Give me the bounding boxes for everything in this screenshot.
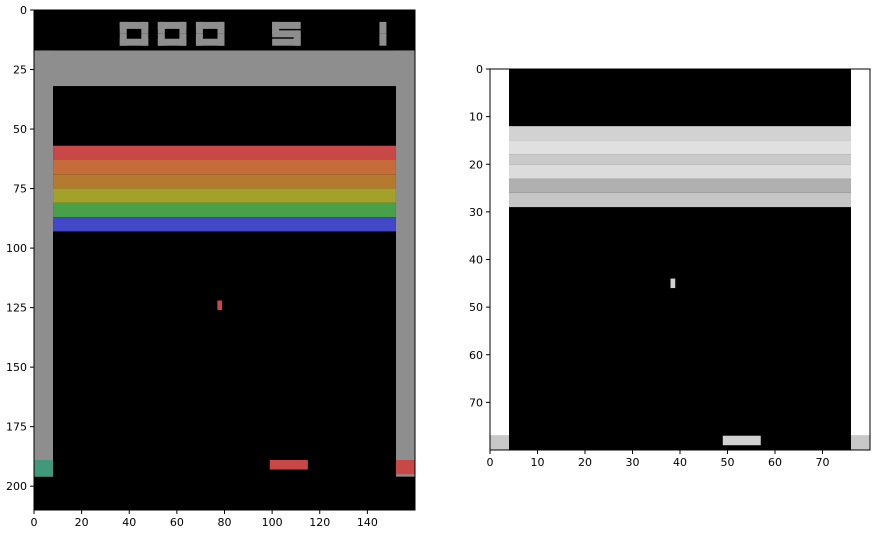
ball	[217, 300, 223, 310]
right-x-tick-label: 40	[673, 456, 687, 469]
left-side-wall	[34, 50, 54, 477]
score-digit	[119, 21, 149, 46]
right-y-tick-label: 0	[476, 63, 483, 76]
score-segment	[157, 21, 165, 34]
right-y-tick-label: 20	[469, 158, 483, 171]
score-segment	[272, 30, 301, 38]
right-x-tick-label: 20	[578, 456, 592, 469]
left-game-frame	[34, 10, 415, 510]
left-y-tick-label: 125	[6, 302, 27, 315]
left-y-tick-label: 150	[6, 361, 27, 374]
score-segment	[179, 21, 187, 34]
score-segment	[217, 21, 225, 34]
right-y-tick-label: 50	[469, 301, 483, 314]
right-y-tick-label: 70	[469, 396, 483, 409]
left-y-tick-label: 200	[6, 480, 27, 493]
right-y-tick-label: 30	[469, 206, 483, 219]
score-segment	[141, 21, 149, 34]
score-segment	[195, 21, 203, 34]
left-y-tick-label: 50	[13, 123, 27, 136]
left-axes: 0 20 40 60 80 100 120 140 0 25 50 75 100 125 150 175 200	[6, 4, 416, 529]
brick-row	[53, 188, 396, 203]
brick-row-gray	[509, 140, 851, 155]
right-x-tick-label: 60	[768, 456, 782, 469]
right-x-tick-label: 70	[816, 456, 830, 469]
score-segment	[119, 21, 149, 29]
brick-row-gray	[509, 164, 851, 179]
left-x-tick-label: 140	[357, 516, 378, 529]
score-segment	[119, 33, 127, 46]
right-left-corner	[490, 435, 509, 450]
right-axes: 0 10 20 30 40 50 60 70 0 10 20 30 40 50 60 70	[469, 63, 871, 469]
left-y-tick-label: 0	[20, 4, 27, 17]
right-left-wall	[490, 69, 509, 436]
brick-row-gray	[509, 178, 851, 193]
score-segment	[119, 38, 149, 46]
right-wall-marker	[395, 460, 415, 475]
right-right-corner	[851, 435, 870, 450]
left-y-tick-label: 25	[13, 64, 27, 77]
right-x-tick-label: 0	[487, 456, 494, 469]
score-segment	[195, 21, 225, 29]
left-wall-marker	[34, 460, 54, 477]
brick-row-gray	[509, 192, 851, 208]
right-side-wall	[395, 50, 415, 477]
score-segment	[195, 33, 203, 46]
score-display	[119, 21, 387, 46]
score-segment	[157, 38, 187, 46]
score-segment	[195, 38, 225, 46]
left-x-tick-label: 80	[218, 516, 232, 529]
right-y-tick-label: 60	[469, 349, 483, 362]
ball-gray	[670, 278, 676, 289]
left-top-wall	[34, 50, 415, 87]
left-x-tick-label: 0	[31, 516, 38, 529]
score-segment	[379, 21, 387, 34]
score-segment	[272, 21, 280, 34]
right-x-tick-label: 50	[721, 456, 735, 469]
paddle	[269, 460, 308, 470]
left-x-tick-label: 20	[75, 516, 89, 529]
paddle-gray	[722, 435, 761, 446]
left-y-tick-label: 75	[13, 183, 27, 196]
right-x-tick-label: 10	[531, 456, 545, 469]
score-digit	[272, 21, 301, 46]
right-y-tick-label: 40	[469, 254, 483, 267]
left-x-tick-label: 120	[309, 516, 330, 529]
score-digit	[195, 21, 225, 46]
score-segment	[379, 33, 387, 46]
right-y-tick-label: 10	[469, 111, 483, 124]
score-digit	[379, 21, 387, 46]
brick-row	[53, 217, 396, 232]
brick-row	[53, 160, 396, 175]
left-x-tick-label: 100	[262, 516, 283, 529]
left-y-tick-label: 175	[6, 421, 27, 434]
brick-row-gray	[509, 126, 851, 141]
left-playfield	[53, 86, 396, 477]
brick-row	[53, 202, 396, 218]
left-x-tick-label: 60	[170, 516, 184, 529]
score-segment	[272, 21, 301, 29]
right-x-tick-label: 30	[626, 456, 640, 469]
right-game-frame	[490, 69, 870, 450]
score-segment	[157, 21, 187, 29]
brick-row	[53, 145, 396, 160]
score-segment	[119, 21, 127, 34]
score-digit	[157, 21, 187, 46]
brick-row	[53, 174, 396, 189]
brick-row-gray	[509, 154, 851, 165]
right-right-wall	[851, 69, 870, 436]
left-y-tick-label: 100	[6, 242, 27, 255]
left-x-tick-label: 40	[122, 516, 136, 529]
score-segment	[272, 38, 301, 46]
score-segment	[157, 33, 165, 46]
